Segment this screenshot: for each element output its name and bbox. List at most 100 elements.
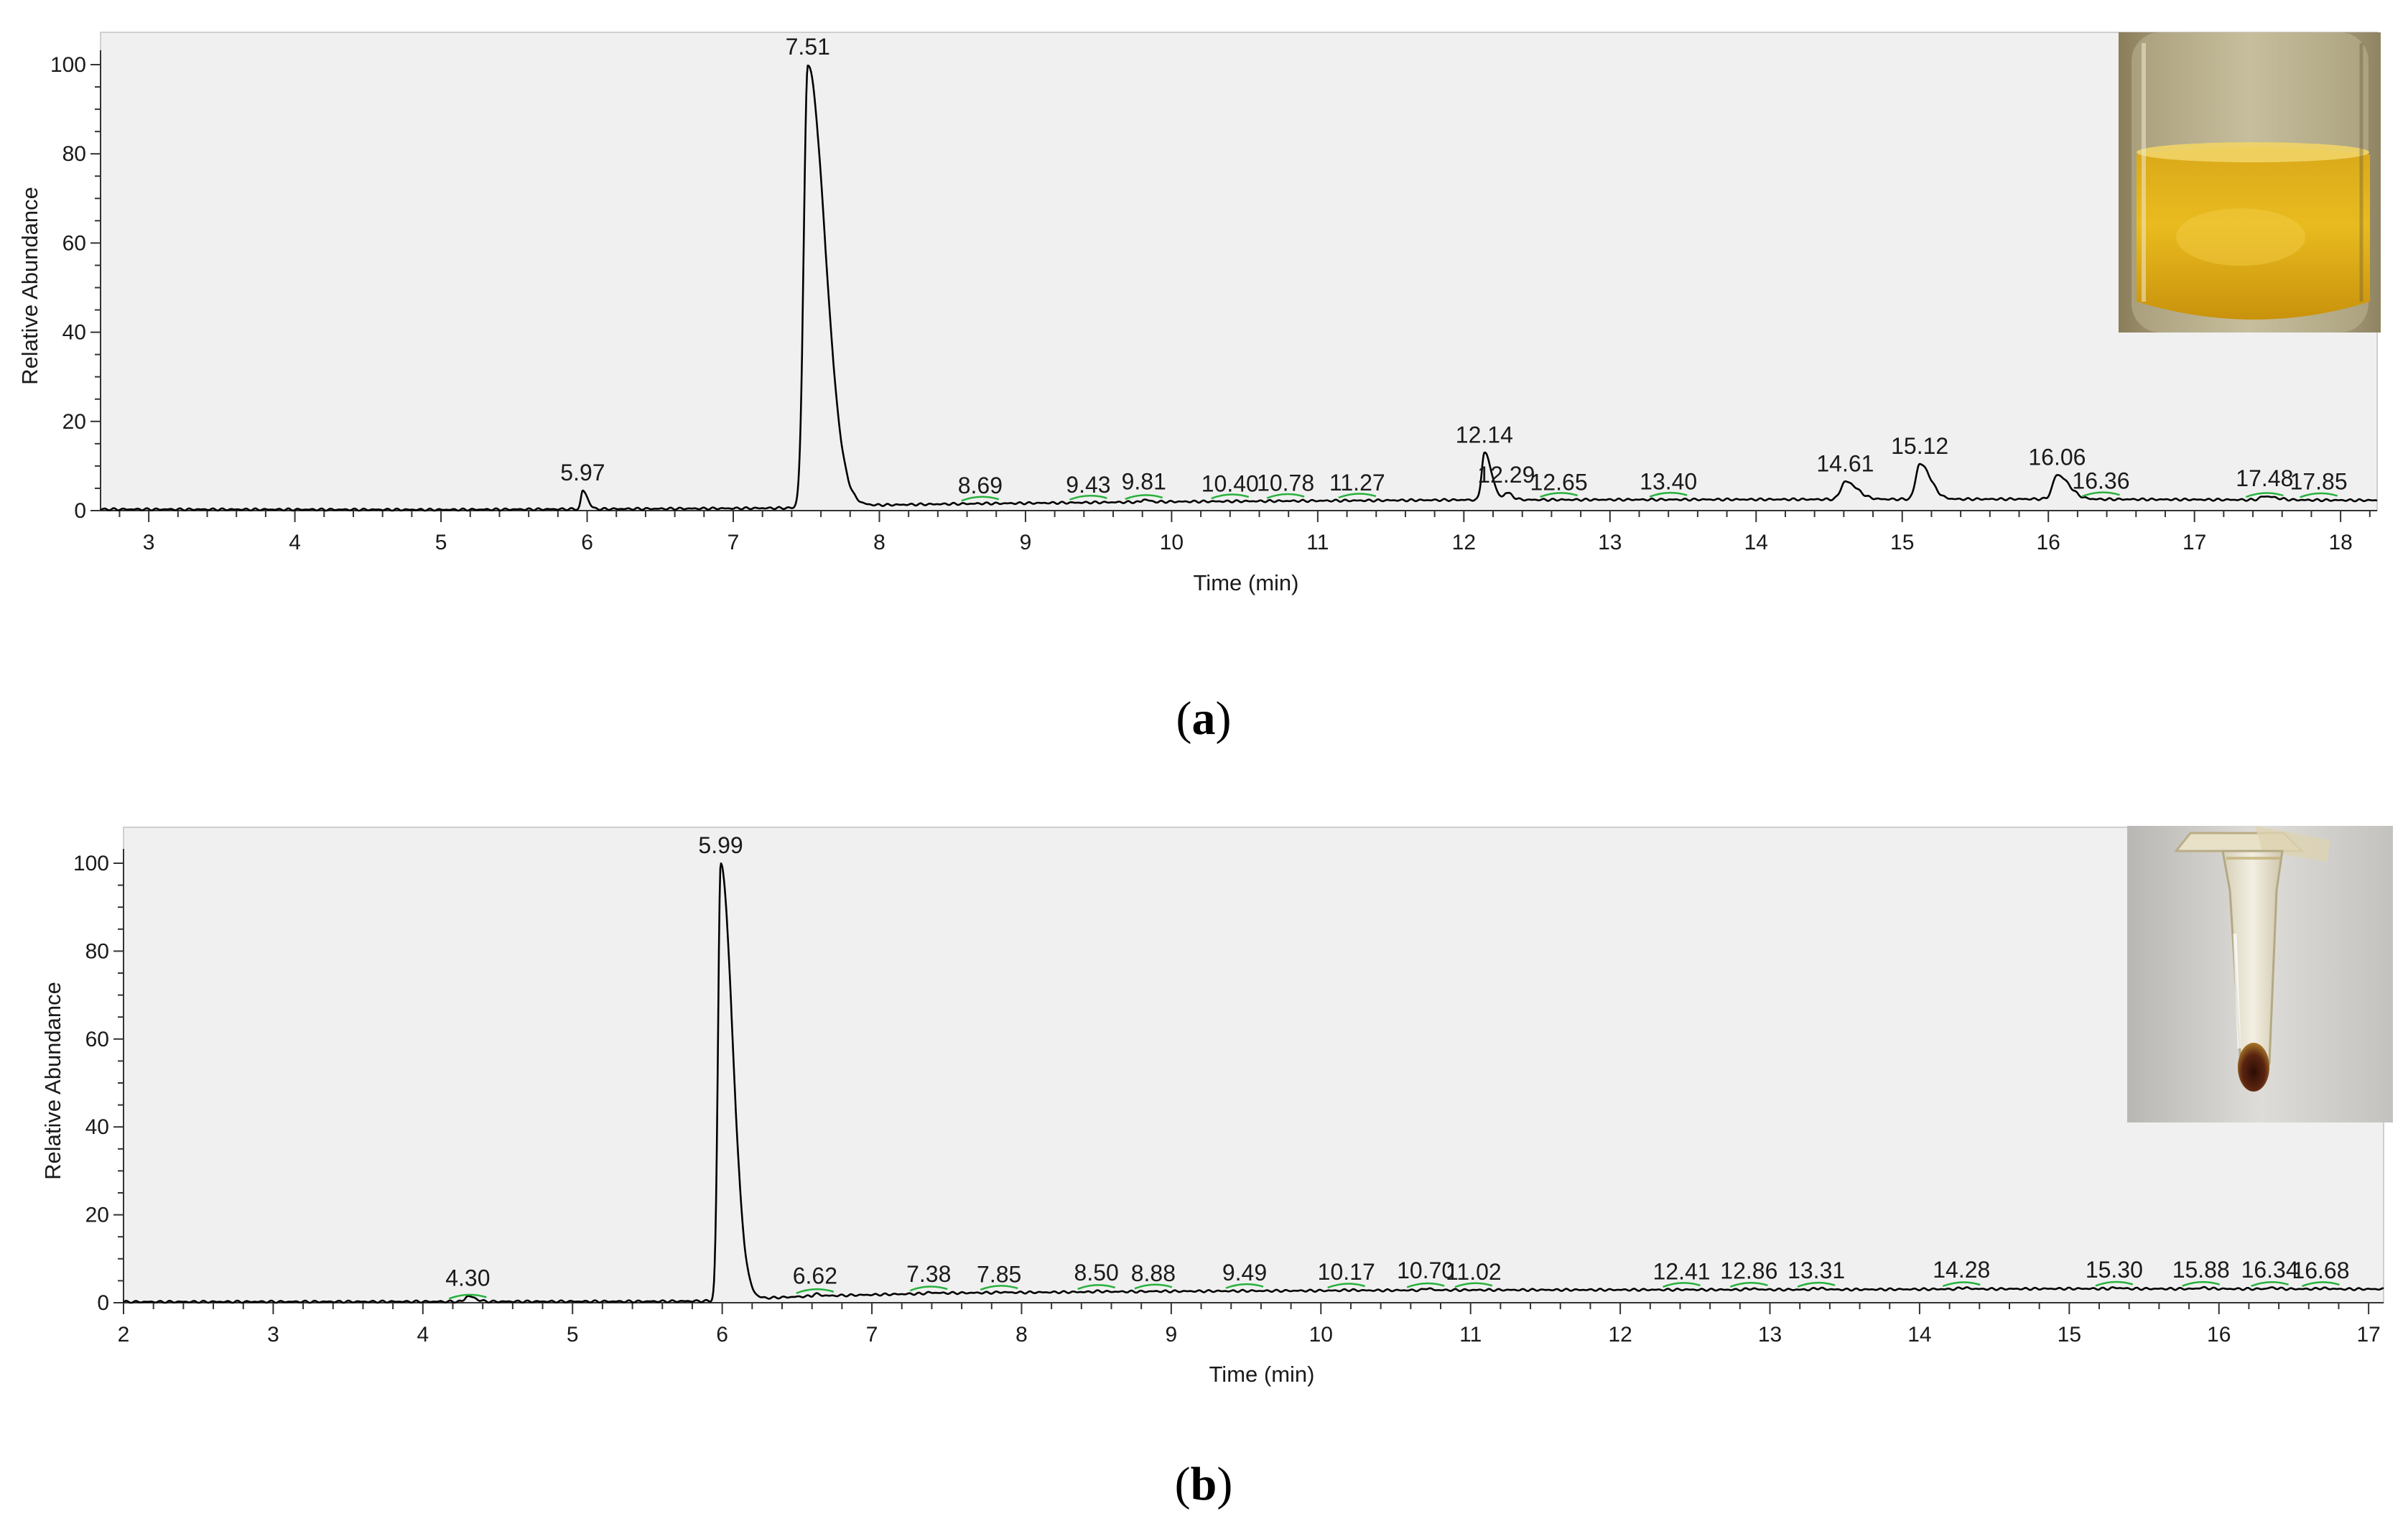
peak-integration-marker xyxy=(1225,1283,1264,1289)
peak-label: 5.97 xyxy=(560,460,605,485)
x-tick-label: 12 xyxy=(1608,1323,1632,1347)
x-tick-label: 4 xyxy=(289,531,301,554)
peak-integration-marker xyxy=(1454,1282,1493,1288)
x-tick-label: 15 xyxy=(1890,531,1914,554)
x-tick-label: 7 xyxy=(866,1323,878,1347)
inset-photo-tube xyxy=(2127,826,2393,1122)
peak-label: 12.29 xyxy=(1477,462,1535,488)
x-tick-label: 7 xyxy=(727,531,740,554)
y-tick-label: 20 xyxy=(62,410,86,434)
caption-a: (a) xyxy=(1176,692,1232,745)
peak-label: 8.88 xyxy=(1131,1260,1176,1286)
peak-label: 8.69 xyxy=(958,473,1003,498)
peak-label: 8.50 xyxy=(1074,1260,1119,1285)
peak-integration-marker xyxy=(1134,1283,1173,1290)
x-axis-title-b: Time (min) xyxy=(1209,1362,1315,1387)
x-tick-label: 17 xyxy=(2356,1323,2380,1347)
peak-label: 16.34 xyxy=(2241,1257,2299,1283)
x-tick-label: 5 xyxy=(435,531,447,554)
peak-integration-marker xyxy=(1069,495,1107,501)
x-tick-label: 12 xyxy=(1452,531,1476,554)
x-tick-label: 6 xyxy=(716,1323,728,1347)
peak-label: 17.85 xyxy=(2290,469,2348,495)
y-tick-label: 60 xyxy=(85,1028,109,1051)
peak-label: 7.51 xyxy=(786,34,830,60)
y-tick-label: 100 xyxy=(73,852,109,875)
peak-integration-marker xyxy=(1125,494,1163,501)
peak-label: 15.88 xyxy=(2172,1257,2230,1283)
peak-label: 7.85 xyxy=(977,1261,1021,1287)
chromatogram-trace-b xyxy=(123,862,2384,1304)
x-tick-label: 9 xyxy=(1166,1323,1178,1347)
peak-label: 6.62 xyxy=(793,1263,837,1289)
x-tick-label: 8 xyxy=(1015,1323,1028,1347)
peak-integration-marker xyxy=(448,1293,487,1300)
chromatogram-trace-a xyxy=(100,65,2378,512)
x-tick-label: 9 xyxy=(1020,531,1032,554)
x-tick-label: 13 xyxy=(1758,1323,1782,1347)
peak-label: 9.49 xyxy=(1222,1260,1267,1285)
peak-integration-marker xyxy=(1729,1282,1768,1288)
peak-label: 9.81 xyxy=(1122,468,1166,494)
peak-integration-marker xyxy=(796,1288,835,1294)
x-axis-b: 2 3 4 5 6 7 8 9 10 11 12 13 14 15 16 17 xyxy=(118,1302,2384,1347)
x-tick-label: 16 xyxy=(2207,1323,2231,1347)
peak-integration-marker xyxy=(1540,492,1578,498)
peak-integration-marker xyxy=(1663,1282,1701,1288)
peak-label: 14.28 xyxy=(1933,1257,1990,1283)
x-tick-label: 2 xyxy=(118,1323,130,1347)
x-axis-a: 3 4 5 6 7 8 9 10 11 12 13 14 15 16 17 18 xyxy=(101,510,2377,554)
x-tick-label: 15 xyxy=(2058,1323,2081,1347)
peak-integration-marker xyxy=(1266,493,1305,499)
peak-label: 10.78 xyxy=(1257,470,1314,496)
y-tick-label: 40 xyxy=(62,321,86,345)
y-tick-label: 80 xyxy=(62,142,86,166)
peak-label: 10.70 xyxy=(1397,1257,1454,1283)
peak-label: 11.02 xyxy=(1446,1259,1502,1285)
peak-label: 12.86 xyxy=(1720,1257,1777,1283)
caption-b: (b) xyxy=(1175,1458,1233,1510)
x-tick-label: 11 xyxy=(1459,1323,1482,1347)
y-axis-a: 0 20 40 60 80 100 xyxy=(50,50,101,523)
y-tick-label: 40 xyxy=(85,1115,109,1139)
chart-panel-a: 0 20 40 60 80 100 3 4 5 6 7 8 9 10 11 12 13 14 15 16 17 18 5… xyxy=(17,32,2381,595)
peak-label: 15.12 xyxy=(1891,433,1948,459)
x-tick-label: 17 xyxy=(2182,531,2206,554)
peak-integration-marker xyxy=(2302,1281,2340,1288)
peak-integration-marker xyxy=(2082,491,2120,498)
peak-integration-marker xyxy=(2095,1280,2134,1287)
y-axis-b: 0 20 40 60 80 100 xyxy=(73,849,124,1315)
peak-label: 15.30 xyxy=(2086,1257,2143,1283)
x-tick-label: 3 xyxy=(143,531,155,554)
x-tick-label: 10 xyxy=(1309,1323,1333,1347)
peak-integration-marker xyxy=(1211,493,1250,500)
peak-label: 4.30 xyxy=(445,1265,490,1291)
peak-label: 10.17 xyxy=(1318,1259,1375,1285)
peak-label: 10.40 xyxy=(1201,471,1259,497)
chart-panel-b: 0 20 40 60 80 100 2 3 4 5 6 7 8 9 10 11 12 13 14 15 16 17 4.… xyxy=(40,826,2393,1387)
x-tick-label: 5 xyxy=(567,1323,579,1347)
peak-integration-marker xyxy=(1649,491,1688,498)
peak-label: 11.27 xyxy=(1329,470,1385,496)
peak-integration-marker xyxy=(2245,492,2284,498)
y-tick-label: 100 xyxy=(50,53,86,77)
peak-integration-marker xyxy=(909,1285,948,1292)
y-tick-label: 0 xyxy=(97,1291,109,1315)
peak-integration-marker xyxy=(1077,1284,1116,1291)
peak-integration-marker xyxy=(2182,1280,2221,1287)
x-tick-label: 3 xyxy=(267,1323,279,1347)
peak-label: 13.40 xyxy=(1640,469,1697,495)
peak-label: 17.48 xyxy=(2236,465,2293,491)
peak-label: 13.31 xyxy=(1788,1257,1845,1283)
y-axis-title-a: Relative Abundance xyxy=(17,187,42,385)
peak-integration-marker xyxy=(1942,1281,1981,1288)
x-tick-label: 14 xyxy=(1744,531,1768,554)
peak-label: 7.38 xyxy=(906,1261,951,1287)
x-tick-label: 16 xyxy=(2037,531,2060,554)
peak-integration-marker xyxy=(961,496,1000,502)
y-tick-label: 80 xyxy=(85,939,109,963)
plot-area-b xyxy=(123,827,2384,1303)
x-tick-label: 11 xyxy=(1306,531,1329,554)
